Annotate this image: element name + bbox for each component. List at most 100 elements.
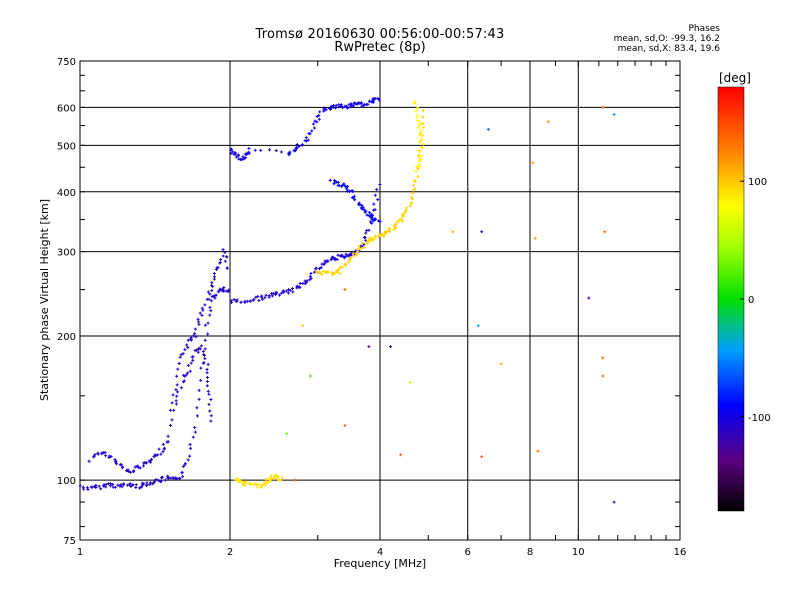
data-point [113,485,117,489]
data-point [279,150,283,154]
data-point [333,257,337,261]
data-point [140,484,144,488]
data-point [145,483,149,487]
data-point [243,156,247,160]
data-point [336,181,340,185]
data-point [247,146,251,150]
data-point [240,158,244,162]
x-tick-label: 4 [377,547,383,558]
data-point [417,120,421,124]
data-point [373,193,377,197]
data-point [193,430,197,434]
data-point [400,213,404,217]
data-point [210,281,214,285]
data-point [175,383,179,387]
data-point [85,486,89,490]
data-point [186,458,190,462]
data-point [372,202,376,206]
data-point [366,102,370,106]
data-point [152,481,156,485]
colorbar-tick-label: 100 [748,177,767,188]
data-point [229,151,233,155]
data-point [347,189,351,193]
data-point [205,379,209,383]
data-point [207,392,211,396]
data-point [210,288,214,292]
data-point [344,252,348,256]
data-point [342,182,346,186]
data-point [162,446,166,450]
data-point [386,229,390,233]
data-point [210,283,214,287]
x-tick-label: 10 [572,547,585,558]
data-point [416,153,420,157]
data-point [183,461,187,465]
data-point [421,146,425,150]
data-point [264,293,268,297]
data-point [243,483,247,487]
data-point [340,254,344,258]
data-point [163,478,167,482]
data-point [310,129,314,133]
data-point [318,270,322,274]
data-point [363,210,367,214]
data-point [156,453,160,457]
data-point [285,432,289,436]
data-point [352,196,356,200]
data-point [377,97,381,101]
axis-tick-labels: 1 2 4 6 8 10 16 750 600 500 400 300 200 100 75 [57,57,686,558]
data-point [161,442,165,446]
data-point [149,481,153,485]
data-point [417,140,421,144]
data-point [205,371,209,375]
data-point [334,106,338,110]
data-point [170,476,174,480]
data-point [225,266,229,270]
data-point [199,344,203,348]
data-point [360,246,364,250]
chart-subtitle: RwPretec (8p) [334,40,426,55]
data-point [394,223,398,227]
data-point [209,414,213,418]
data-point [203,303,207,307]
data-point [235,298,239,302]
data-point [414,109,418,113]
data-point [256,295,260,299]
data-point [499,362,503,366]
data-point [388,227,392,231]
phase-stats: Phases mean, sd,O: -99.3, 16.2 mean, sd,… [560,24,720,54]
data-point [218,287,222,291]
data-point [408,380,412,384]
data-point [127,470,131,474]
data-point [312,122,316,126]
data-point [263,296,267,300]
data-point [603,230,607,234]
data-point [186,371,190,375]
data-point [193,327,197,331]
data-point [277,293,281,297]
data-point [337,103,341,107]
data-point [200,313,204,317]
data-point [286,291,290,295]
data-point [268,476,272,480]
data-point [274,293,278,297]
data-point [185,343,189,347]
data-point [337,267,341,271]
data-point [133,465,137,469]
data-point [344,263,348,267]
data-point [175,394,179,398]
data-point [371,238,375,242]
data-point [181,352,185,356]
data-point [414,169,418,173]
x-tick-label: 8 [527,547,533,558]
data-point [451,230,455,234]
data-point [287,288,291,292]
data-point [355,102,359,106]
data-point [612,500,616,504]
data-point [196,317,200,321]
data-point [159,479,163,483]
data-point [372,237,376,241]
data-point [178,355,182,359]
data-point [368,220,372,224]
data-point [370,236,374,240]
